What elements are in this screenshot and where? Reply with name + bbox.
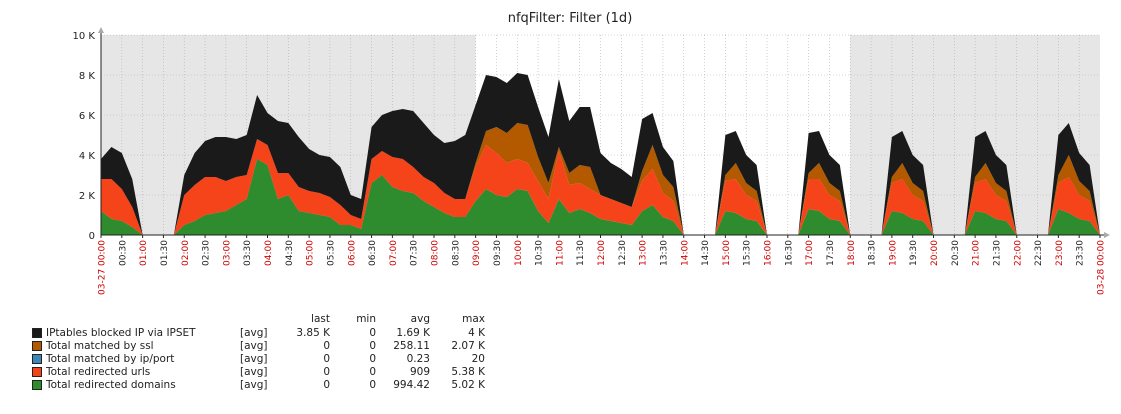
x-tick-label: 13:00	[639, 240, 649, 266]
x-tick-label: 22:30	[1034, 240, 1044, 266]
x-tick-label: 23:30	[1076, 240, 1086, 266]
y-tick-label: 0	[89, 231, 95, 242]
x-tick-label: 11:00	[555, 240, 565, 266]
x-tick-label: 07:30	[410, 240, 420, 266]
chart-title: nfqFilter: Filter (1d)	[508, 11, 633, 26]
x-tick-label: 21:30	[992, 240, 1002, 266]
x-tick-label: 02:00	[181, 240, 191, 266]
x-tick-label: 09:30	[493, 240, 503, 266]
x-end-label: 03-28 00:00	[1097, 240, 1107, 295]
x-tick-label: 21:00	[972, 240, 982, 266]
x-tick-label: 15:00	[722, 240, 732, 266]
x-tick-label: 03:00	[222, 240, 232, 266]
x-tick-label: 09:00	[472, 240, 482, 266]
x-tick-label: 07:00	[389, 240, 399, 266]
x-tick-label: 04:30	[285, 240, 295, 266]
x-tick-label: 16:30	[784, 240, 794, 266]
x-tick-label: 00:30	[118, 240, 128, 266]
x-tick-label: 12:30	[618, 240, 628, 266]
x-tick-label: 18:00	[847, 240, 857, 266]
x-tick-label: 06:00	[347, 240, 357, 266]
x-tick-label: 22:00	[1013, 240, 1023, 266]
y-tick-label: 10 K	[73, 31, 96, 42]
x-tick-label: 19:00	[888, 240, 898, 266]
x-axis-arrow	[1104, 232, 1110, 238]
x-tick-label: 20:30	[951, 240, 961, 266]
y-tick-label: 2 K	[79, 191, 96, 202]
x-tick-label: 23:00	[1055, 240, 1065, 266]
x-tick-label: 17:00	[805, 240, 815, 266]
y-tick-label: 8 K	[79, 71, 96, 82]
x-tick-label: 05:30	[326, 240, 336, 266]
x-tick-label: 10:00	[514, 240, 524, 266]
x-tick-label: 08:00	[431, 240, 441, 266]
x-tick-label: 15:30	[743, 240, 753, 266]
x-tick-label: 14:30	[701, 240, 711, 266]
x-tick-label: 01:00	[139, 240, 149, 266]
x-tick-label: 20:00	[930, 240, 940, 266]
x-tick-label: 08:30	[451, 240, 461, 266]
x-tick-label: 02:30	[202, 240, 212, 266]
x-tick-label: 19:30	[909, 240, 919, 266]
y-tick-label: 4 K	[79, 151, 96, 162]
x-tick-label: 17:30	[826, 240, 836, 266]
series-area-total-redirected-domains	[101, 159, 1100, 235]
series-area-total-redirected-urls	[101, 139, 1100, 235]
y-tick-label: 6 K	[79, 111, 96, 122]
x-start-label: 03-27 00:00	[98, 240, 108, 295]
y-axis-arrow	[98, 27, 104, 33]
series-area-iptables-blocked-ip-via-ipset	[101, 73, 1100, 235]
x-tick-label: 11:30	[576, 240, 586, 266]
x-tick-label: 05:00	[306, 240, 316, 266]
x-tick-label: 03:30	[243, 240, 253, 266]
x-tick-label: 14:00	[680, 240, 690, 266]
x-tick-label: 16:00	[764, 240, 774, 266]
x-tick-label: 01:30	[160, 240, 170, 266]
x-tick-label: 13:30	[659, 240, 669, 266]
x-tick-label: 12:00	[597, 240, 607, 266]
x-tick-label: 06:30	[368, 240, 378, 266]
x-tick-label: 10:30	[535, 240, 545, 266]
x-tick-label: 04:00	[264, 240, 274, 266]
x-tick-label: 18:30	[868, 240, 878, 266]
series-area-total-matched-by-ssl	[101, 123, 1100, 235]
